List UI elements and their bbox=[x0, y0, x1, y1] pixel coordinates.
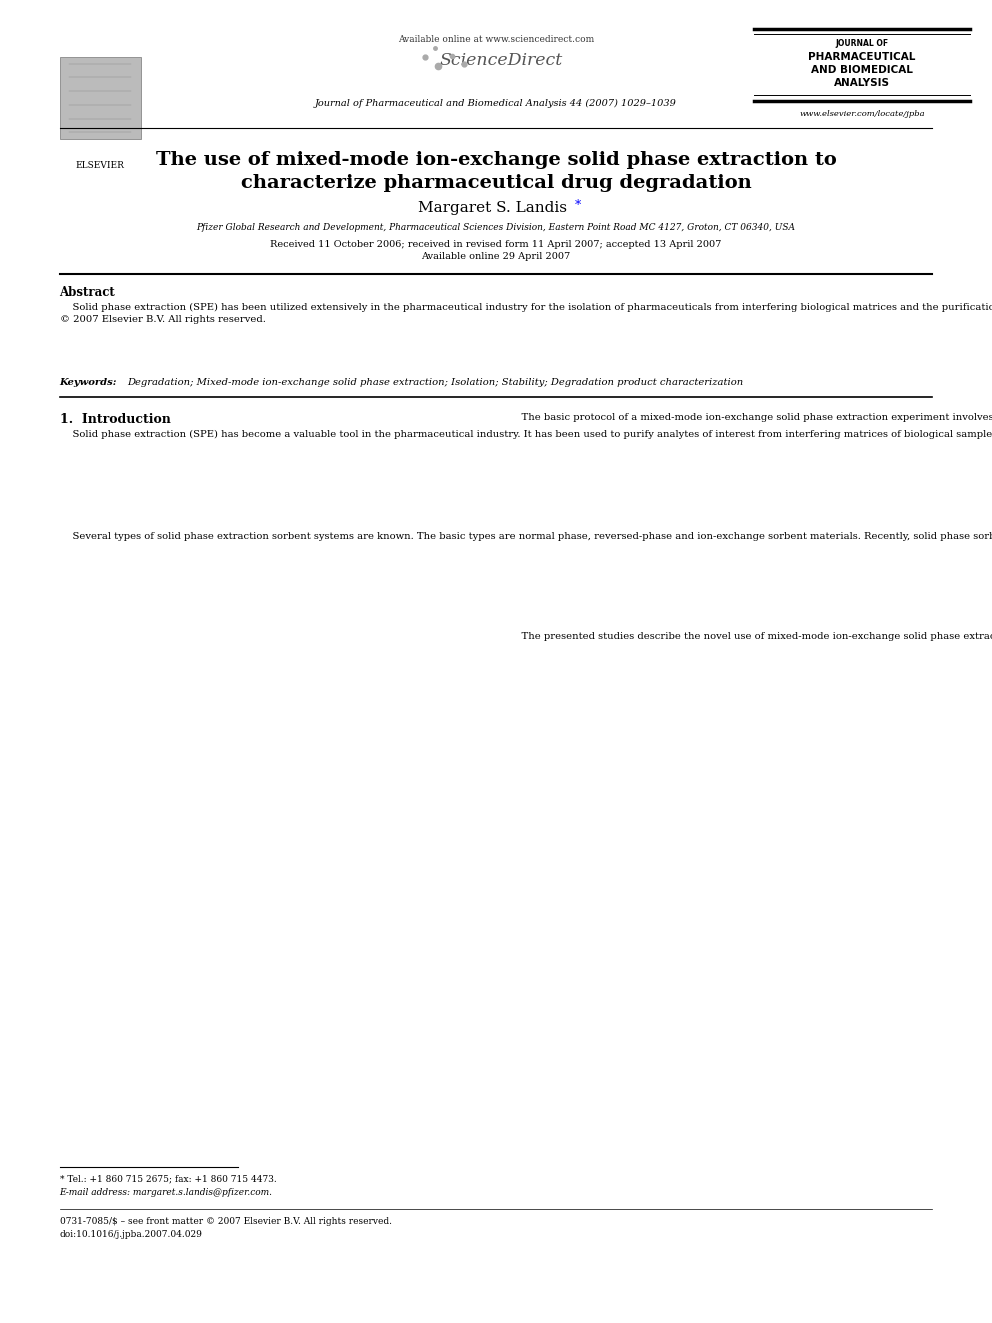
Text: The use of mixed-mode ion-exchange solid phase extraction to: The use of mixed-mode ion-exchange solid… bbox=[156, 151, 836, 169]
Text: Solid phase extraction (SPE) has been utilized extensively in the pharmaceutical: Solid phase extraction (SPE) has been ut… bbox=[60, 303, 992, 324]
Text: PHARMACEUTICAL: PHARMACEUTICAL bbox=[808, 52, 916, 62]
Text: Margaret S. Landis: Margaret S. Landis bbox=[418, 201, 566, 214]
Text: Pfizer Global Research and Development, Pharmaceutical Sciences Division, Easter: Pfizer Global Research and Development, … bbox=[196, 224, 796, 232]
Text: 1.  Introduction: 1. Introduction bbox=[60, 413, 171, 426]
Bar bbox=[60, 57, 141, 139]
Text: ScienceDirect: ScienceDirect bbox=[439, 53, 562, 69]
Text: Available online at www.sciencedirect.com: Available online at www.sciencedirect.co… bbox=[398, 36, 594, 44]
Text: Several types of solid phase extraction sorbent systems are known. The basic typ: Several types of solid phase extraction … bbox=[60, 532, 992, 541]
Text: Journal of Pharmaceutical and Biomedical Analysis 44 (2007) 1029–1039: Journal of Pharmaceutical and Biomedical… bbox=[315, 99, 677, 107]
Text: AND BIOMEDICAL: AND BIOMEDICAL bbox=[811, 65, 913, 75]
Text: Available online 29 April 2007: Available online 29 April 2007 bbox=[422, 253, 570, 261]
Text: *: * bbox=[574, 198, 580, 212]
Text: Degradation; Mixed-mode ion-exchange solid phase extraction; Isolation; Stabilit: Degradation; Mixed-mode ion-exchange sol… bbox=[127, 378, 743, 388]
Text: Received 11 October 2006; received in revised form 11 April 2007; accepted 13 Ap: Received 11 October 2006; received in re… bbox=[270, 241, 722, 249]
Text: 0731-7085/$ – see front matter © 2007 Elsevier B.V. All rights reserved.: 0731-7085/$ – see front matter © 2007 El… bbox=[60, 1217, 392, 1226]
Text: * Tel.: +1 860 715 2675; fax: +1 860 715 4473.: * Tel.: +1 860 715 2675; fax: +1 860 715… bbox=[60, 1175, 276, 1184]
Text: characterize pharmaceutical drug degradation: characterize pharmaceutical drug degrada… bbox=[241, 173, 751, 192]
Text: ANALYSIS: ANALYSIS bbox=[834, 78, 890, 89]
Text: doi:10.1016/j.jpba.2007.04.029: doi:10.1016/j.jpba.2007.04.029 bbox=[60, 1230, 202, 1240]
Text: Keywords:: Keywords: bbox=[60, 378, 124, 388]
Text: E-mail address: margaret.s.landis@pfizer.com.: E-mail address: margaret.s.landis@pfizer… bbox=[60, 1188, 273, 1197]
Text: www.elsevier.com/locate/jpba: www.elsevier.com/locate/jpba bbox=[800, 110, 925, 118]
Text: ELSEVIER: ELSEVIER bbox=[75, 161, 125, 171]
Text: Abstract: Abstract bbox=[60, 286, 115, 299]
Text: JOURNAL OF: JOURNAL OF bbox=[835, 40, 889, 48]
Text: The presented studies describe the novel use of mixed-mode ion-exchange solid ph: The presented studies describe the novel… bbox=[509, 632, 992, 642]
Text: The basic protocol of a mixed-mode ion-exchange solid phase extraction experimen: The basic protocol of a mixed-mode ion-e… bbox=[509, 413, 992, 422]
Text: Solid phase extraction (SPE) has become a valuable tool in the pharmaceutical in: Solid phase extraction (SPE) has become … bbox=[60, 430, 992, 439]
